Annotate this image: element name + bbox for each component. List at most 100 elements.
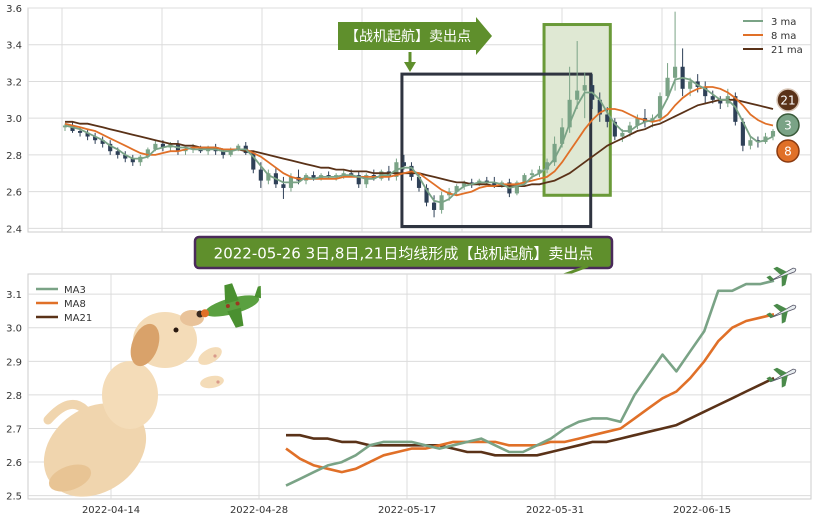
bottom-y-tick-label: 2.6 [6, 458, 22, 469]
consolidation-box [400, 72, 593, 228]
candle-body [258, 169, 263, 181]
bottom-series-line-ma3 [285, 279, 775, 487]
candle-body [356, 175, 361, 185]
candle-body [567, 99, 572, 128]
top-y-tick-label: 3.4 [6, 41, 22, 52]
bottom-x-tick-label: 2022-04-14 [82, 505, 140, 516]
bottom-y-tick-label: 2.5 [6, 492, 22, 503]
bottom-x-axis: 2022-04-14 2022-04-28 2022-05-17 2022-05-31… [82, 505, 731, 516]
arrow-label-text: 【战机起航】卖出点 [345, 29, 471, 45]
legend-label-21ma: 21 ma [771, 45, 803, 56]
candle-body [597, 99, 602, 115]
badge-21: 21 [776, 88, 800, 112]
candle-body [544, 162, 550, 170]
candle-body [311, 175, 316, 179]
candle-body [740, 121, 745, 146]
candle-body [537, 169, 542, 174]
sell-point-arrow-label: 【战机起航】卖出点 [338, 17, 492, 72]
candle-body [431, 202, 437, 210]
candle-body [529, 173, 535, 176]
top-y-tick-label: 3.0 [6, 114, 22, 125]
airplane-icon [766, 367, 797, 388]
badge-8: 8 [776, 139, 800, 163]
bottom-x-tick-label: 2022-04-28 [230, 505, 288, 516]
candle-body [469, 182, 474, 185]
candle-body [424, 187, 429, 203]
candle-body [123, 154, 128, 159]
candle-body [153, 143, 158, 150]
legend-label-3ma: 3 ma [771, 17, 796, 28]
candle-body [703, 86, 708, 97]
top-y-tick-label: 3.6 [6, 4, 22, 15]
legend-label-ma21: MA21 [64, 313, 92, 324]
bottom-y-axis: 2.5 2.6 2.7 2.8 2.9 3.0 3.1 [6, 290, 22, 502]
candle-body [657, 96, 663, 119]
badge-3-label: 3 [784, 119, 792, 133]
bottom-ma-lines [285, 279, 775, 487]
candle-body [281, 184, 286, 188]
candle-body [236, 145, 241, 150]
bottom-series-line-ma21 [286, 376, 775, 457]
banner-text: 2022-05-26 3日,8日,21日均线形成【战机起航】卖出点 [214, 245, 594, 263]
top-y-tick-label: 2.8 [6, 151, 22, 162]
candle-body [341, 173, 346, 176]
candle-body [62, 125, 68, 128]
arrow-label-shape [338, 17, 492, 55]
candle-body [492, 182, 497, 187]
candle-body [560, 127, 565, 144]
bottom-y-tick-label: 3.1 [6, 290, 22, 301]
candle-body [582, 85, 587, 91]
candle-body [462, 182, 467, 187]
candle-body [349, 173, 354, 176]
candle-body [552, 143, 557, 163]
candle-body [145, 149, 150, 157]
badge-3: 3 [776, 113, 800, 137]
candle-body [514, 182, 519, 194]
candle-body [251, 153, 256, 170]
candle-body [620, 132, 625, 137]
candle-body [416, 176, 422, 188]
bottom-y-tick-label: 2.7 [6, 424, 22, 435]
badge-8-label: 8 [784, 145, 792, 159]
candle-body [612, 121, 617, 137]
legend-label-ma8: MA8 [64, 299, 86, 310]
candlestick-panel: 2.4 2.6 2.8 3.0 3.2 3.4 3.6 3 ma 8 ma 21 ma 21… [6, 4, 812, 235]
candle-body [635, 118, 640, 126]
candle-body [130, 158, 135, 163]
candle-body [665, 77, 670, 97]
candle-body [100, 140, 105, 144]
candle-body [228, 149, 233, 155]
top-ma-lines [64, 76, 774, 204]
candle-body [688, 81, 693, 89]
candle-body [85, 132, 90, 137]
top-y-tick-label: 2.4 [6, 224, 22, 235]
candle-body [673, 66, 678, 78]
airplane-icon [766, 266, 797, 287]
candle-body [221, 151, 226, 155]
candle-body [115, 151, 120, 155]
candle-body [266, 173, 271, 181]
bottom-y-tick-label: 3.0 [6, 324, 22, 335]
candle-body [718, 99, 723, 104]
candle-body [627, 125, 632, 133]
candle-body [93, 136, 98, 141]
candle-body [748, 140, 753, 146]
candle-body [401, 162, 407, 166]
top-y-axis: 2.4 2.6 2.8 3.0 3.2 3.4 3.6 [6, 4, 22, 235]
bottom-series-line-ma8 [285, 313, 775, 474]
candle-body [522, 175, 527, 183]
top-y-tick-label: 3.2 [6, 77, 22, 88]
bottom-x-tick-label: 2022-05-17 [378, 505, 436, 516]
candle-body [108, 143, 113, 152]
candle-body [605, 114, 610, 122]
toy-airplane-icon [200, 283, 261, 328]
candle-body [160, 143, 165, 148]
candle-body [575, 90, 580, 100]
candle-body [770, 131, 776, 137]
candle-body [190, 147, 196, 150]
airplane-icon [766, 303, 797, 324]
candle-body [454, 186, 459, 192]
candle-body [710, 96, 715, 100]
legend-label-ma3: MA3 [64, 285, 86, 296]
